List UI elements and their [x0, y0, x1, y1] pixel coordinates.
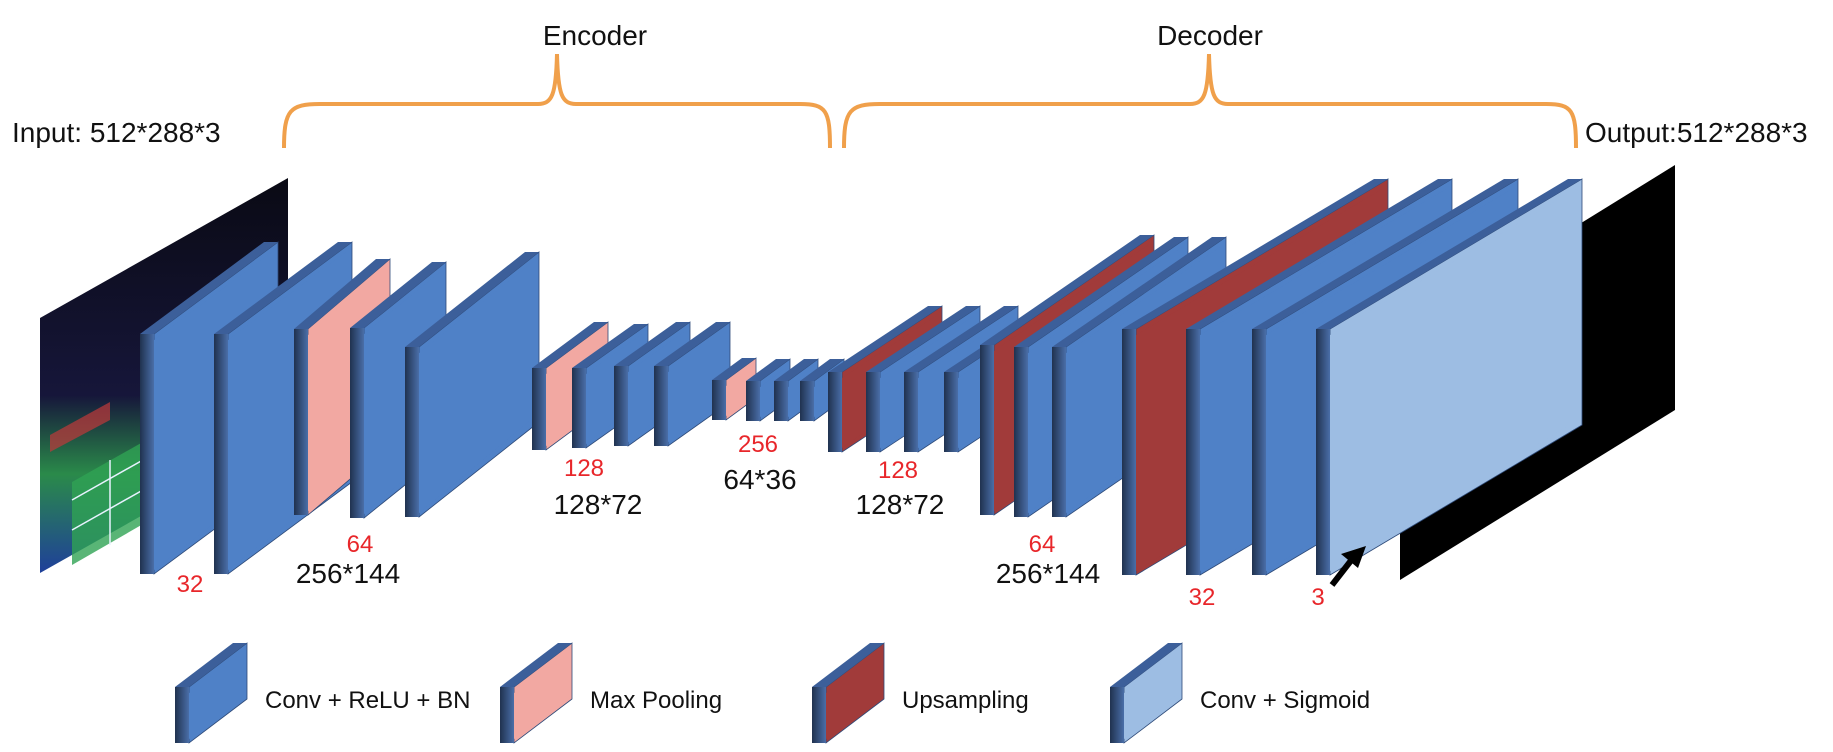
channel-label-dec-3: 3: [1311, 584, 1324, 611]
dim-label-dec-128x72: 128*72: [856, 489, 945, 520]
channel-label-enc-32: 32: [177, 571, 204, 598]
layer-block-sigmoid: [1316, 178, 1583, 576]
legend-swatch-upsample: [812, 642, 885, 744]
layer-block-conv: [654, 321, 731, 447]
layer-block-conv: [405, 251, 540, 518]
legend-label-upsample: Upsampling: [902, 687, 1029, 714]
legend: Conv + ReLU + BN Max Pooling Upsampling Con…: [175, 642, 1370, 744]
dim-label-enc-256x144: 256*144: [296, 558, 400, 589]
dim-label-enc-128x72: 128*72: [554, 489, 643, 520]
encoder-label: Encoder: [543, 20, 647, 51]
channel-label-dec-64: 64: [1029, 531, 1056, 558]
output-label: Output:512*288*3: [1585, 117, 1808, 148]
input-label: Input: 512*288*3: [12, 117, 221, 148]
channel-label-mid-256: 256: [738, 431, 778, 458]
decoder-bracket: [842, 53, 1578, 149]
legend-swatch-sigmoid: [1110, 642, 1183, 744]
legend-item-conv: Conv + ReLU + BN: [175, 642, 470, 744]
dim-label-mid-64x36: 64*36: [723, 464, 796, 495]
layer-blocks: [140, 178, 1583, 576]
channel-label-enc-64: 64: [347, 531, 374, 558]
legend-label-sigmoid: Conv + Sigmoid: [1200, 687, 1370, 714]
legend-item-pool: Max Pooling: [500, 642, 722, 744]
legend-label-conv: Conv + ReLU + BN: [265, 687, 470, 714]
legend-item-upsample: Upsampling: [812, 642, 1029, 744]
channel-label-dec-32: 32: [1189, 584, 1216, 611]
legend-item-sigmoid: Conv + Sigmoid: [1110, 642, 1370, 744]
legend-label-pool: Max Pooling: [590, 687, 722, 714]
decoder-label: Decoder: [1157, 20, 1263, 51]
channel-label-enc-128: 128: [564, 455, 604, 482]
encoder-bracket: [282, 53, 832, 149]
legend-swatch-conv: [175, 642, 248, 744]
arrow-icon: [1329, 546, 1366, 587]
dim-label-dec-256x144: 256*144: [996, 558, 1100, 589]
legend-swatch-pool: [500, 642, 573, 744]
channel-label-dec-128: 128: [878, 457, 918, 484]
